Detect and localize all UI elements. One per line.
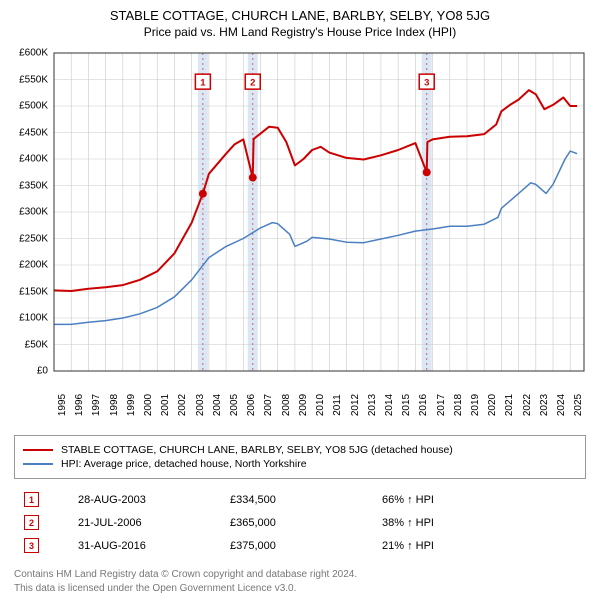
footer-line-1: Contains HM Land Registry data © Crown c… [14, 568, 586, 582]
y-axis-label: £450K [8, 127, 48, 138]
x-axis-label: 2025 [573, 394, 584, 416]
transaction-date: 31-AUG-2016 [78, 535, 228, 556]
legend-label: HPI: Average price, detached house, Nort… [61, 458, 307, 470]
transaction-date: 28-AUG-2003 [78, 489, 228, 510]
transaction-marker: 3 [24, 538, 39, 553]
transaction-price: £334,500 [230, 489, 380, 510]
legend-swatch [23, 463, 53, 465]
svg-text:3: 3 [424, 78, 429, 89]
x-axis-label: 2022 [522, 394, 533, 416]
x-axis-label: 2003 [195, 394, 206, 416]
y-axis-label: £550K [8, 74, 48, 85]
x-axis-label: 2018 [453, 394, 464, 416]
transaction-marker: 2 [24, 515, 39, 530]
chart-container: STABLE COTTAGE, CHURCH LANE, BARLBY, SEL… [0, 0, 600, 601]
x-axis-label: 1995 [57, 394, 68, 416]
legend-swatch [23, 449, 53, 451]
x-axis-label: 2010 [315, 394, 326, 416]
y-axis-label: £250K [8, 233, 48, 244]
x-axis-label: 2013 [367, 394, 378, 416]
x-axis-label: 2020 [487, 394, 498, 416]
svg-text:2: 2 [250, 78, 255, 89]
y-axis-label: £600K [8, 48, 48, 59]
transaction-price: £365,000 [230, 512, 380, 533]
x-axis-label: 2017 [436, 394, 447, 416]
transaction-marker: 1 [24, 492, 39, 507]
x-axis-label: 2009 [298, 394, 309, 416]
x-axis-label: 1998 [109, 394, 120, 416]
x-axis-label: 2014 [384, 394, 395, 416]
table-row: 1 28-AUG-2003£334,50066% ↑ HPI [24, 489, 434, 510]
footer-attribution: Contains HM Land Registry data © Crown c… [14, 568, 586, 595]
x-axis-label: 2011 [332, 394, 343, 416]
y-axis-label: £0 [8, 366, 48, 377]
table-row: 2 21-JUL-2006£365,00038% ↑ HPI [24, 512, 434, 533]
transaction-delta: 38% ↑ HPI [382, 512, 434, 533]
transaction-table: 1 28-AUG-2003£334,50066% ↑ HPI 2 21-JUL-200… [22, 487, 436, 558]
x-axis-label: 2000 [143, 394, 154, 416]
legend: STABLE COTTAGE, CHURCH LANE, BARLBY, SEL… [14, 435, 586, 479]
y-axis-label: £400K [8, 154, 48, 165]
chart-svg: 1 2 3 [8, 49, 592, 401]
svg-text:1: 1 [200, 78, 206, 89]
x-axis-label: 2023 [539, 394, 550, 416]
x-axis-label: 2004 [212, 394, 223, 416]
y-axis-label: £200K [8, 260, 48, 271]
x-axis-label: 2012 [350, 394, 361, 416]
y-axis-label: £500K [8, 101, 48, 112]
x-axis-label: 1996 [74, 394, 85, 416]
legend-row: STABLE COTTAGE, CHURCH LANE, BARLBY, SEL… [23, 444, 577, 456]
y-axis-label: £50K [8, 339, 48, 350]
chart-subtitle: Price paid vs. HM Land Registry's House … [8, 25, 592, 39]
legend-row: HPI: Average price, detached house, Nort… [23, 458, 577, 470]
x-axis-label: 2015 [401, 394, 412, 416]
y-axis-label: £300K [8, 207, 48, 218]
transaction-price: £375,000 [230, 535, 380, 556]
transaction-delta: 66% ↑ HPI [382, 489, 434, 510]
x-axis-label: 2021 [504, 394, 515, 416]
x-axis-label: 2016 [418, 394, 429, 416]
y-axis-label: £350K [8, 180, 48, 191]
y-axis-label: £100K [8, 313, 48, 324]
x-axis-label: 2024 [556, 394, 567, 416]
legend-label: STABLE COTTAGE, CHURCH LANE, BARLBY, SEL… [61, 444, 453, 456]
x-axis-label: 1999 [126, 394, 137, 416]
chart-title: STABLE COTTAGE, CHURCH LANE, BARLBY, SEL… [8, 8, 592, 23]
transaction-delta: 21% ↑ HPI [382, 535, 434, 556]
x-axis-label: 1997 [91, 394, 102, 416]
x-axis-label: 2019 [470, 394, 481, 416]
y-axis-label: £150K [8, 286, 48, 297]
x-axis-label: 2002 [177, 394, 188, 416]
x-axis-label: 2006 [246, 394, 257, 416]
chart-plot-area: 1 2 3 £0 £50K £100K £150K £200K £250K £300K £350K… [8, 49, 592, 401]
transaction-date: 21-JUL-2006 [78, 512, 228, 533]
footer-line-2: This data is licensed under the Open Gov… [14, 582, 586, 596]
x-axis-label: 2007 [263, 394, 274, 416]
x-axis-label: 2008 [281, 394, 292, 416]
x-axis-label: 2005 [229, 394, 240, 416]
x-axis-label: 2001 [160, 394, 171, 416]
table-row: 3 31-AUG-2016£375,00021% ↑ HPI [24, 535, 434, 556]
